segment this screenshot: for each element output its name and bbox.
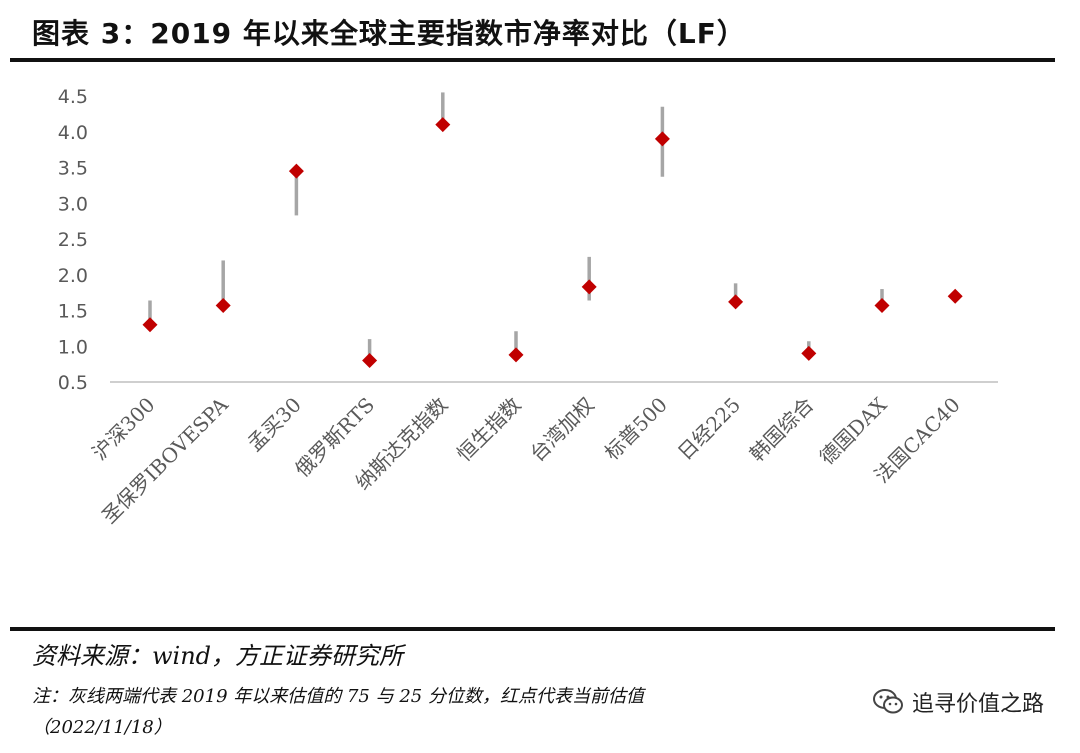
data-point-marker xyxy=(801,345,817,361)
watermark-text: 追寻价值之路 xyxy=(911,692,1044,717)
x-category-label: 圣保罗IBOVESPA xyxy=(97,392,233,528)
x-category-label: 韩国综合 xyxy=(745,393,819,467)
x-category-label: 孟买30 xyxy=(243,393,306,456)
watermark: 追寻价值之路 xyxy=(865,682,1050,722)
data-point-marker xyxy=(142,317,158,333)
data-point-marker xyxy=(947,288,963,304)
data-point-marker xyxy=(508,347,524,363)
data-point-marker xyxy=(874,297,890,313)
data-point-marker xyxy=(215,297,231,313)
x-category-label: 德国DAX xyxy=(815,392,892,469)
chart: 4.5 4.0 3.5 3.0 2.5 2.0 1.5 1.0 0.5沪深300圣保罗IBOVE… xyxy=(58,86,998,528)
wechat-icon xyxy=(872,689,903,714)
y-tick-label: 3.5 xyxy=(58,158,88,180)
note-text: 注：灰线两端代表 2019 年以来估值的 75 与 25 分位数，红点代表当前估… xyxy=(32,686,644,707)
data-point-marker xyxy=(654,131,670,147)
y-tick-label: 1.0 xyxy=(58,336,88,358)
y-tick-label: 4.0 xyxy=(58,122,88,144)
x-category-label: 日经225 xyxy=(673,393,745,465)
top-rule xyxy=(10,58,1055,62)
data-point-marker xyxy=(728,294,744,310)
y-tick-label: 1.5 xyxy=(58,301,88,323)
y-tick-label: 2.0 xyxy=(58,265,88,287)
data-point-marker xyxy=(362,353,378,369)
data-point-marker xyxy=(288,163,304,179)
y-tick-label: 3.0 xyxy=(58,193,88,215)
y-tick-label: 4.5 xyxy=(58,86,88,108)
y-tick-label: 2.5 xyxy=(58,229,88,251)
y-tick-label: 0.5 xyxy=(58,372,88,394)
x-category-label: 台湾加权 xyxy=(525,393,599,467)
x-category-label: 标普500 xyxy=(600,393,672,465)
data-point-marker xyxy=(581,279,597,295)
x-category-label: 恒生指数 xyxy=(452,393,526,467)
x-category-label: 沪深300 xyxy=(87,393,159,465)
chart-title: 图表 3：2019 年以来全球主要指数市净率对比（LF） xyxy=(32,17,746,50)
date-text: （2022/11/18） xyxy=(32,717,172,738)
data-point-marker xyxy=(435,117,451,133)
source-text: 资料来源：wind，方正证券研究所 xyxy=(32,642,404,670)
bottom-rule xyxy=(10,627,1055,631)
